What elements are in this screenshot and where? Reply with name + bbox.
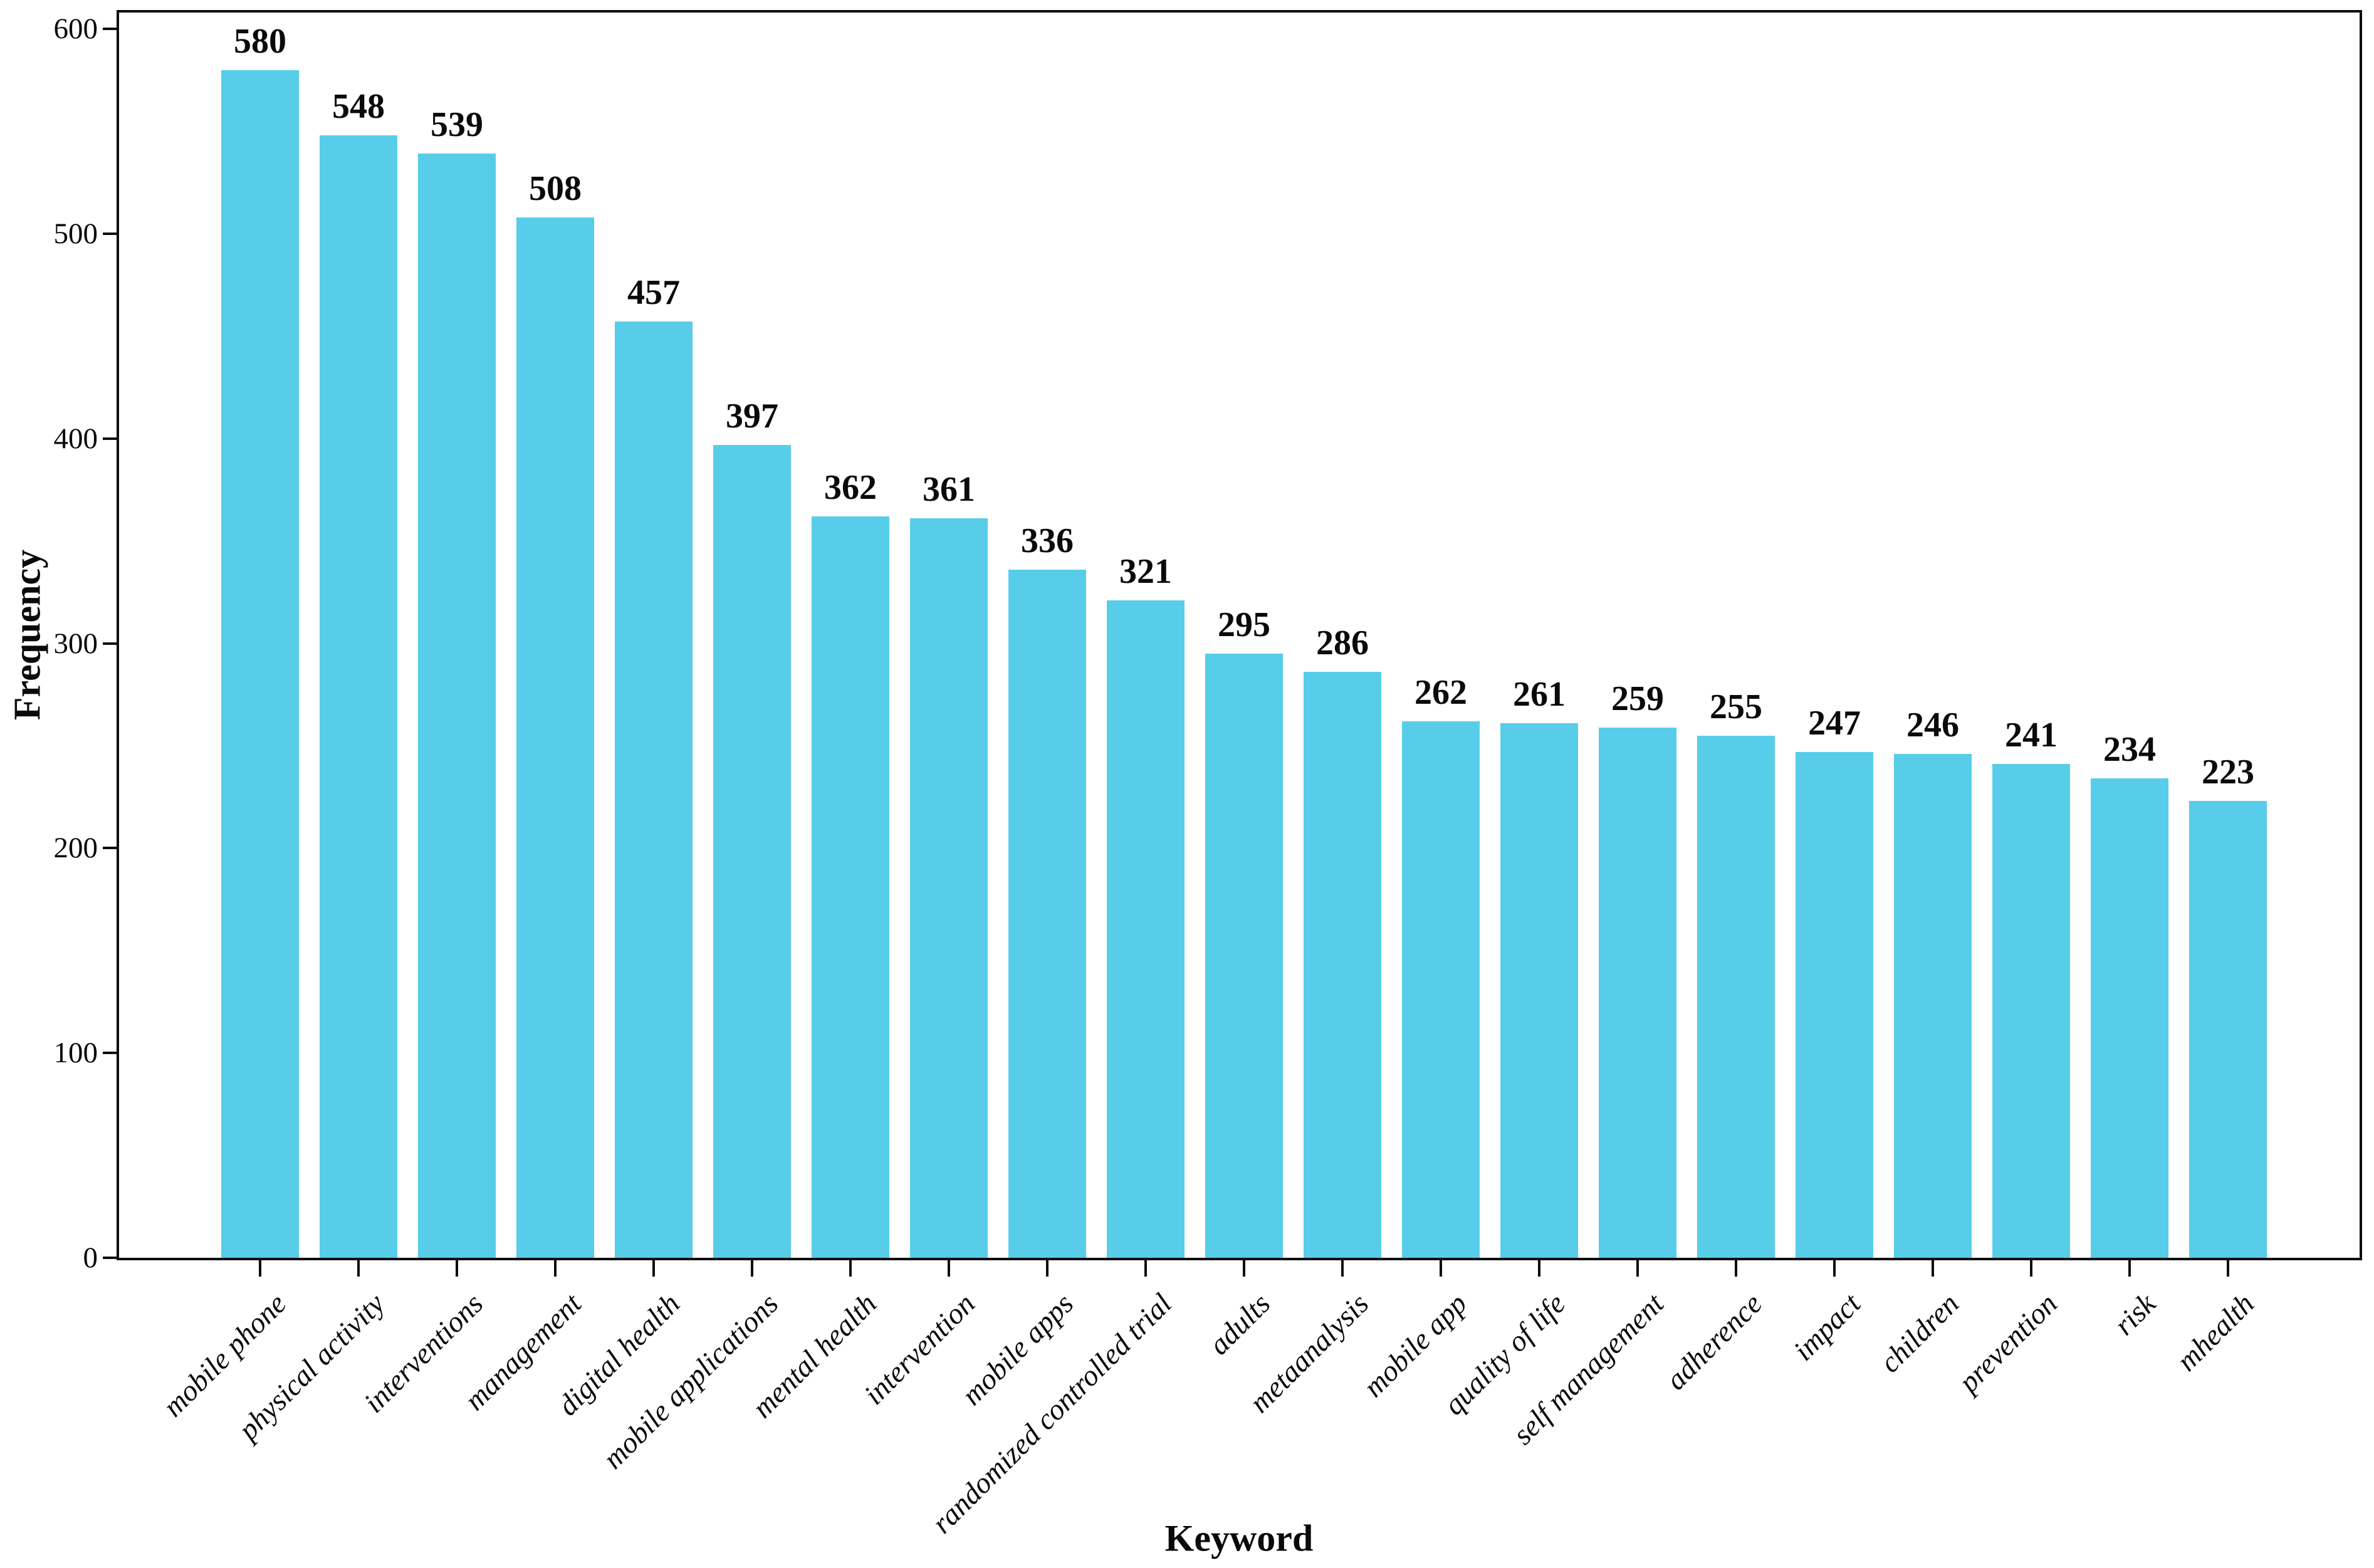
- x-axis-tick-mark: [1932, 1260, 1934, 1277]
- bar-value-label: 539: [431, 105, 483, 145]
- bar-value-label: 336: [1021, 521, 1074, 561]
- plot-area: 580 548 539 508 457 397 362 361 336 321 295 286 262 2…: [117, 10, 2362, 1260]
- y-axis-tick-mark: [103, 642, 119, 645]
- y-axis-tick-label: 0: [83, 1241, 98, 1274]
- bar-value-label: 397: [726, 397, 778, 436]
- bar: [2189, 801, 2267, 1258]
- x-axis-tick-mark: [259, 1260, 261, 1277]
- x-axis-tick-mark: [1538, 1260, 1540, 1277]
- bar: [320, 135, 397, 1258]
- x-axis-tick-mark: [456, 1260, 458, 1277]
- y-axis-tick-mark: [103, 28, 119, 31]
- x-axis-tick-mark: [751, 1260, 753, 1277]
- bar-value-label: 255: [1710, 687, 1762, 727]
- bar: [418, 154, 496, 1258]
- y-axis-tick-label: 100: [53, 1037, 98, 1070]
- y-axis-tick-label: 300: [53, 627, 98, 660]
- y-axis-tick-label: 400: [53, 422, 98, 455]
- x-axis-tick-mark: [1636, 1260, 1639, 1277]
- x-axis-tick-mark: [554, 1260, 557, 1277]
- bar: [1205, 654, 1283, 1258]
- bar-value-label: 580: [234, 22, 286, 61]
- y-axis-tick-mark: [103, 1052, 119, 1055]
- bar-value-label: 247: [1808, 704, 1861, 743]
- bar-value-label: 262: [1414, 673, 1467, 713]
- bar-value-label: 234: [2103, 730, 2156, 770]
- bar: [2091, 778, 2168, 1258]
- bar: [1992, 764, 2070, 1258]
- bar: [1500, 723, 1578, 1258]
- bar-value-label: 286: [1316, 624, 1369, 663]
- x-axis-tick-mark: [1243, 1260, 1245, 1277]
- x-axis-tick-mark: [1440, 1260, 1442, 1277]
- y-axis-tick-mark: [103, 1257, 119, 1259]
- x-axis-tick-mark: [2227, 1260, 2229, 1277]
- bar-value-label: 241: [2005, 716, 2058, 755]
- bar: [1599, 728, 1676, 1258]
- y-axis-tick-label: 500: [53, 217, 98, 250]
- x-axis-tick-mark: [2128, 1260, 2131, 1277]
- y-axis-tick-mark: [103, 232, 119, 235]
- x-axis-tick-mark: [1833, 1260, 1836, 1277]
- bar: [1304, 672, 1381, 1258]
- bar-value-label: 321: [1119, 552, 1172, 592]
- bar: [1107, 600, 1184, 1258]
- bar-value-label: 223: [2202, 753, 2254, 792]
- bar: [1008, 570, 1086, 1258]
- bar: [812, 516, 889, 1258]
- bar: [516, 217, 594, 1258]
- bar-value-label: 259: [1611, 679, 1664, 719]
- bar-value-label: 261: [1513, 675, 1566, 714]
- y-axis-tick-label: 600: [53, 13, 98, 46]
- x-axis-tick-mark: [948, 1260, 950, 1277]
- y-axis-tick-mark: [103, 847, 119, 850]
- bar-value-label: 362: [824, 468, 877, 508]
- bar-value-label: 457: [627, 273, 680, 313]
- bar-value-label: 548: [332, 87, 385, 127]
- bar-value-label: 508: [529, 169, 582, 209]
- bar-value-label: 295: [1218, 605, 1270, 645]
- x-axis-tick-mark: [1046, 1260, 1048, 1277]
- x-axis-tick-mark: [1341, 1260, 1344, 1277]
- x-axis-tick-mark: [652, 1260, 655, 1277]
- bar: [615, 321, 693, 1258]
- x-axis-tick-mark: [849, 1260, 852, 1277]
- x-axis-tick-mark: [2030, 1260, 2032, 1277]
- bar-value-label: 246: [1906, 706, 1959, 745]
- y-axis-tick-label: 200: [53, 832, 98, 865]
- bar: [1796, 752, 1873, 1258]
- bar: [1894, 754, 1972, 1258]
- bar: [1402, 721, 1480, 1258]
- x-axis-tick-mark: [357, 1260, 360, 1277]
- bar-value-label: 361: [923, 470, 975, 510]
- x-axis-title: Keyword: [1164, 1517, 1314, 1559]
- x-axis-tick-mark: [1144, 1260, 1147, 1277]
- y-axis-tick-mark: [103, 437, 119, 440]
- bar: [221, 70, 299, 1258]
- x-axis-tick-mark: [1735, 1260, 1737, 1277]
- bar: [910, 518, 988, 1258]
- bar: [1697, 736, 1775, 1258]
- bar: [713, 445, 791, 1258]
